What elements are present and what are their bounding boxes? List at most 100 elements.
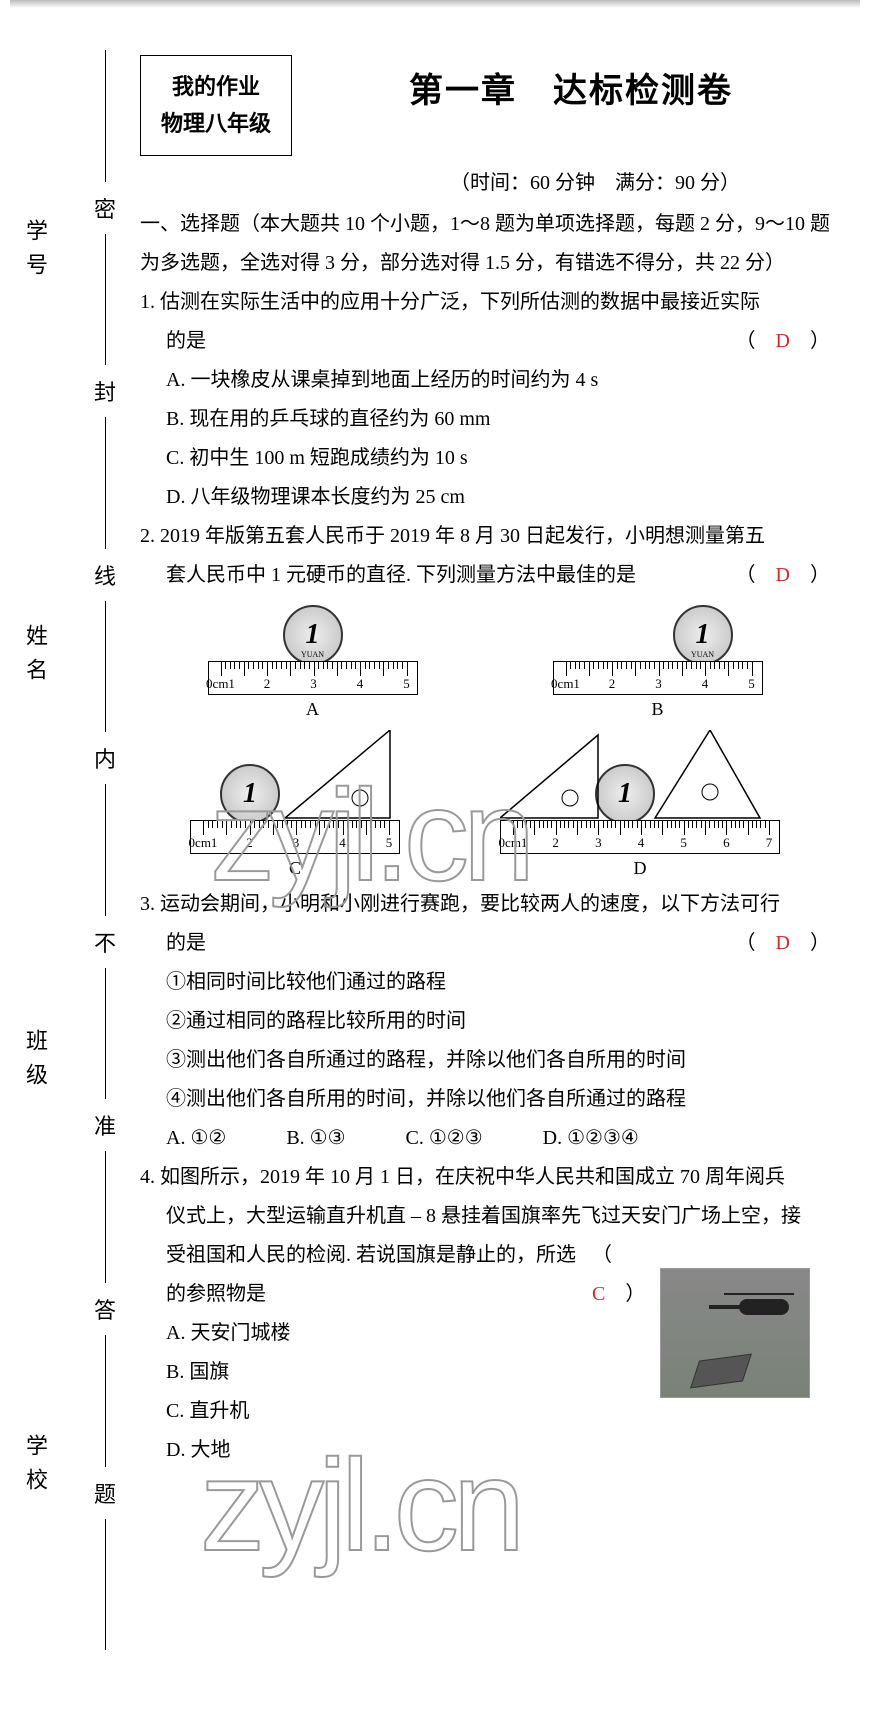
main-content: 我的作业 物理八年级 第一章 达标检测卷 （时间：60 分钟 满分：90 分） … (140, 55, 850, 1470)
ruler-tick-minor (735, 821, 736, 828)
seal-line-seg (105, 1519, 106, 1651)
ruler-tick-minor (719, 662, 720, 669)
ruler-tick-minor (346, 662, 347, 669)
q3-answer-paren: （ D ） (736, 924, 830, 963)
ruler-tick-minor (654, 662, 655, 669)
q1-stem-line2: 的是 （ D ） (140, 322, 830, 361)
q2-figures-row2: 1 0cm12345 C 1 (140, 730, 830, 879)
ruler-tick-label: 4 (339, 835, 346, 851)
ruler-tick-minor (310, 821, 311, 828)
ruler-tick-minor (709, 821, 710, 828)
ruler-tick-minor (234, 662, 235, 669)
q4-stem3-text: 受祖国和人民的检阅. 若说国旗是静止的，所选的参照物是 (140, 1236, 592, 1314)
ruler-tick-minor (319, 821, 320, 835)
ruler-tick-minor (208, 821, 209, 828)
coin-sub: YUAN (691, 650, 714, 659)
ruler-tick-major (360, 662, 361, 676)
ruler-tick-major (705, 662, 706, 676)
seal-line-seg (105, 417, 106, 549)
ruler-tick-minor (568, 821, 569, 828)
q3-answer: D (776, 932, 790, 954)
ruler-tick-minor (621, 662, 622, 669)
header-row: 我的作业 物理八年级 第一章 达标检测卷 (140, 55, 830, 156)
ruler-tick-minor (351, 662, 352, 669)
ruler-tick-label: 0cm1 (189, 835, 218, 851)
seal-line-seg (105, 1151, 106, 1283)
ruler-tick-minor (573, 821, 574, 828)
ruler-tick-minor (581, 821, 582, 828)
ruler-tick-minor (517, 821, 518, 828)
coin-icon: 1 YUAN (673, 605, 733, 665)
ruler-tick-minor (575, 662, 576, 669)
ruler-tick-minor (324, 821, 325, 828)
ruler-tick-minor (263, 821, 264, 828)
ruler-tick-minor (272, 662, 273, 669)
header-box-line2: 物理八年级 (161, 105, 271, 142)
ruler-tick-minor (722, 821, 723, 828)
ruler-tick-label: 7 (766, 835, 773, 851)
q4-figure-helicopter (660, 1268, 810, 1398)
coin-icon: 1 YUAN (283, 605, 343, 665)
label-student-id: 学号 (19, 219, 51, 287)
ruler-tick-minor (245, 821, 246, 828)
ruler-tick-minor (379, 662, 380, 669)
ruler-tick-minor (570, 662, 571, 669)
ruler-tick-minor (584, 662, 585, 669)
ruler-c: 0cm12345 (190, 820, 400, 854)
ruler-tick-minor (626, 662, 627, 669)
ruler-tick-minor (318, 662, 319, 669)
ruler-tick-major (407, 662, 408, 676)
q2-figure-a: 1 YUAN 0cm12345 A (208, 605, 418, 720)
ruler-tick-minor (291, 821, 292, 828)
ruler-tick-minor (254, 821, 255, 828)
label-class: 班级 (19, 1029, 51, 1097)
ruler-tick-label: 5 (680, 835, 687, 851)
sidebar-fill-labels: 学号 姓名 班级 学校 (0, 50, 70, 1670)
q2-figure-b: 1 YUAN 0cm12345 B (553, 605, 763, 720)
ruler-tick-minor (671, 821, 672, 828)
ruler-tick-minor (701, 821, 702, 828)
ruler-tick-minor (589, 662, 590, 676)
ruler-tick-minor (384, 821, 385, 828)
label-school: 学校 (19, 1434, 51, 1502)
ruler-tick-minor (650, 821, 651, 828)
ruler-tick-label: 0cm1 (499, 835, 528, 851)
ruler-tick-minor (338, 821, 339, 828)
q3-item1: ①相同时间比较他们通过的路程 (140, 963, 830, 1002)
ruler-tick-minor (231, 821, 232, 828)
ruler-tick-major (314, 662, 315, 676)
q2-answer: D (776, 564, 790, 586)
ruler-tick-major (267, 662, 268, 676)
ruler-tick-major (513, 821, 514, 835)
ruler-tick-minor (222, 821, 223, 828)
ruler-tick-minor (756, 821, 757, 828)
ruler-tick-minor (662, 821, 663, 835)
ruler-tick-minor (579, 662, 580, 669)
q2-stem2-text: 套人民币中 1 元硬币的直径. 下列测量方法中最佳的是 (140, 556, 636, 595)
seal-line-seg (105, 601, 106, 733)
ruler-tick-minor (724, 662, 725, 669)
ruler-tick-minor (352, 821, 353, 828)
ruler-tick-minor (632, 821, 633, 828)
ruler-tick-minor (341, 662, 342, 669)
ruler-tick-minor (273, 821, 274, 835)
seal-line-column: 密 封 线 内 不 准 答 题 (80, 50, 130, 1650)
ruler-tick-minor (309, 662, 310, 669)
fig-a-label: A (306, 699, 319, 720)
ruler-tick-minor (590, 821, 591, 828)
q1-opt-a: A. 一块橡皮从课桌掉到地面上经历的时间约为 4 s (140, 361, 830, 400)
ruler-tick-label: 3 (310, 676, 317, 692)
ruler-tick-minor (700, 662, 701, 669)
triangle-ruler-c (190, 730, 400, 820)
seal-char: 内 (94, 732, 116, 784)
ruler-tick-minor (739, 821, 740, 828)
ruler-tick-minor (305, 821, 306, 828)
fig-d-label: D (634, 858, 647, 879)
ruler-tick-minor (738, 662, 739, 669)
ruler-tick-minor (534, 821, 535, 835)
ruler-tick-minor (728, 662, 729, 676)
ruler-tick-major (659, 662, 660, 676)
ruler-tick-minor (747, 662, 748, 669)
ruler-tick-minor (692, 821, 693, 828)
ruler-tick-minor (682, 662, 683, 676)
